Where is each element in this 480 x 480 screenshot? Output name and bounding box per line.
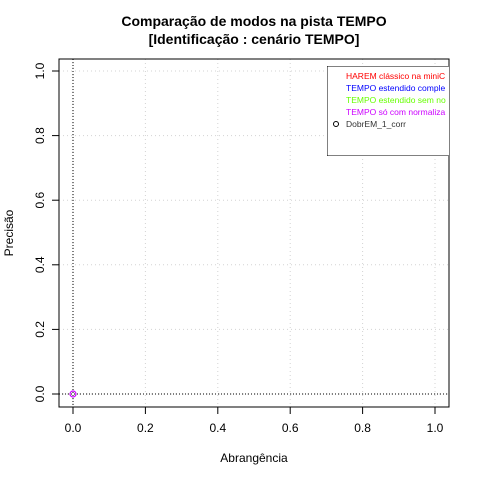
chart-title-line-1: Comparação de modos na pista TEMPO (121, 13, 386, 29)
data-points (69, 390, 77, 398)
legend-item-1: TEMPO estendido comple (346, 83, 445, 93)
x-tick-label-4: 0.8 (354, 421, 371, 435)
y-tick-label-5: 1.0 (33, 62, 47, 79)
x-tick-label-2: 0.4 (209, 421, 226, 435)
legend-box (327, 66, 449, 156)
legend-item-4: DobrEM_1_corr (346, 119, 406, 129)
y-tick-label-1: 0.2 (33, 321, 47, 338)
y-tick-label-3: 0.6 (33, 192, 47, 209)
y-axis-label: Precisão (2, 209, 16, 256)
y-tick-label-2: 0.4 (33, 256, 47, 273)
y-tick-label-4: 0.8 (33, 127, 47, 144)
reference-lines (59, 59, 449, 407)
legend-item-3: TEMPO só com normaliza (346, 107, 445, 117)
legend-item-0: HAREM clássico na miniC (346, 71, 445, 81)
legend-marker-4 (333, 121, 339, 127)
legend-item-2: TEMPO estendido sem no (346, 95, 446, 105)
chart-title: Comparação de modos na pista TEMPO [Ident… (121, 13, 386, 47)
x-axis: 0.0 0.2 0.4 0.6 0.8 1.0 (65, 406, 444, 435)
y-axis: 0.0 0.2 0.4 0.6 0.8 1.0 (33, 62, 60, 402)
y-tick-label-0: 0.0 (33, 385, 47, 402)
chart-title-line-2: [Identificação : cenário TEMPO] (149, 31, 360, 47)
x-tick-label-5: 1.0 (427, 421, 444, 435)
x-tick-label-1: 0.2 (137, 421, 154, 435)
data-point-0-0 (69, 390, 77, 398)
x-axis-label: Abrangência (220, 451, 288, 465)
legend-body: HAREM clássico na miniC TEMPO estendido c… (327, 66, 449, 156)
x-tick-label-0: 0.0 (65, 421, 82, 435)
x-tick-label-3: 0.6 (282, 421, 299, 435)
legend: HAREM clássico na miniC TEMPO estendido c… (327, 66, 449, 156)
